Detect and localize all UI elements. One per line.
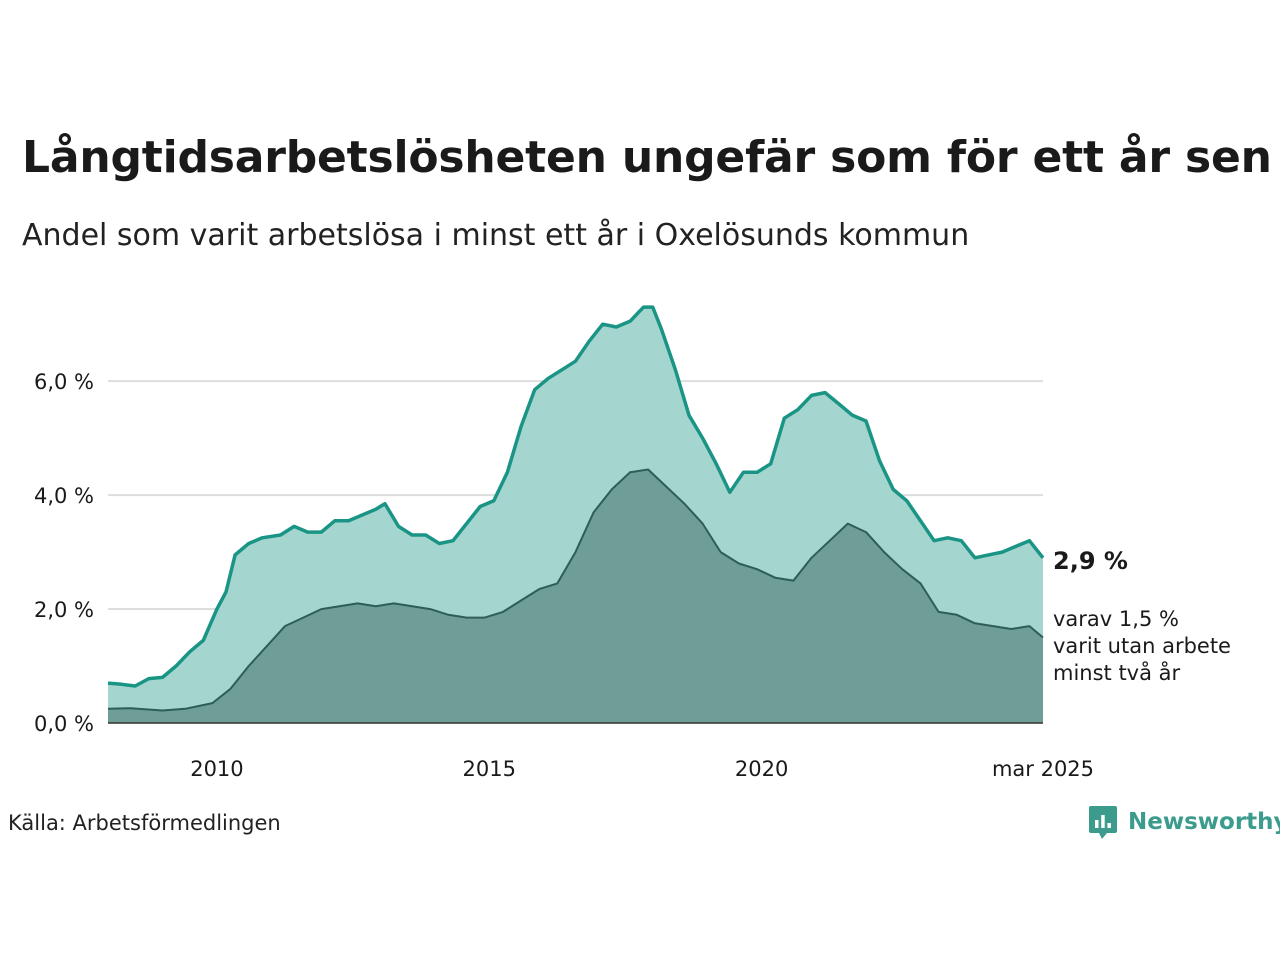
latest-total-label: 2,9 % bbox=[1053, 547, 1128, 575]
brand-logo: Newsworthy bbox=[1088, 803, 1280, 841]
x-tick-label: 2020 bbox=[735, 757, 788, 781]
two-year-area bbox=[108, 469, 1043, 723]
y-tick-label: 2,0 % bbox=[34, 598, 94, 622]
y-tick-label: 4,0 % bbox=[34, 484, 94, 508]
area-chart: 0,0 % 2,0 % 4,0 % 6,0 % 2010 2015 2020 mar 2025… bbox=[34, 305, 1231, 781]
axes: 0,0 % 2,0 % 4,0 % 6,0 % 2010 2015 2020 mar 2025 bbox=[34, 370, 1094, 781]
latest-sub-label-line: varav 1,5 % bbox=[1053, 607, 1179, 631]
y-tick-label: 0,0 % bbox=[34, 712, 94, 736]
x-tick-label: 2015 bbox=[463, 757, 516, 781]
latest-sub-label-line: minst två år bbox=[1053, 660, 1181, 685]
latest-sub-label-line: varit utan arbete bbox=[1053, 634, 1231, 658]
chart-areas bbox=[107, 305, 1045, 723]
x-tick-label: 2010 bbox=[190, 757, 243, 781]
source-note: Källa: Arbetsförmedlingen bbox=[8, 811, 281, 835]
y-tick-label: 6,0 % bbox=[34, 370, 94, 394]
chart-subtitle: Andel som varit arbetslösa i minst ett å… bbox=[22, 218, 970, 253]
two-year-line bbox=[107, 468, 1044, 712]
total-line bbox=[107, 305, 1045, 688]
newsworthy-logo-icon bbox=[1089, 806, 1117, 839]
brand-name: Newsworthy bbox=[1128, 809, 1280, 835]
x-tick-label: mar 2025 bbox=[992, 757, 1094, 781]
chart-title: Långtidsarbetslösheten ungefär som för e… bbox=[22, 132, 1272, 183]
